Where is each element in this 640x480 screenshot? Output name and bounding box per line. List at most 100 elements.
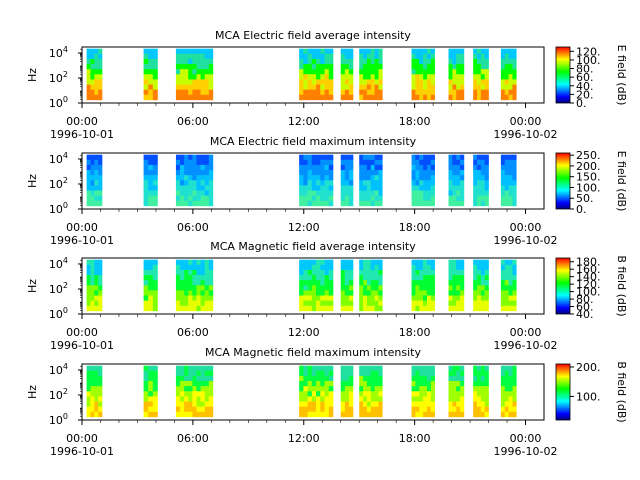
x-tick-date-label: 1996-10-01 [50, 339, 114, 352]
y-axis-label: Hz [26, 385, 39, 399]
plot-frame [81, 257, 545, 315]
y-axis-label: Hz [26, 174, 39, 188]
data-segment [500, 259, 517, 312]
y-tick-label: 102 [49, 176, 68, 191]
x-tick-date-label: 1996-10-02 [494, 234, 558, 247]
colorbar-tick-label: 0. [576, 203, 587, 216]
colorbar: 100. 200. B field (dB) [555, 361, 628, 423]
data-segment [359, 48, 383, 101]
colorbar-scale [555, 363, 571, 421]
data-segment [448, 259, 465, 312]
data-segment [473, 365, 489, 418]
x-tick-label: 00:00 [66, 115, 98, 128]
colorbar-tick-label: 40. [576, 308, 594, 321]
colorbar-tick-label: 20. [576, 88, 594, 101]
x-tick-label: 00:00 [66, 221, 98, 234]
x-tick-date-label: 1996-10-01 [50, 445, 114, 458]
data-segment [448, 154, 465, 207]
data-segment [299, 259, 334, 312]
data-segment [86, 365, 103, 418]
colorbar-label: E field (dB) [615, 151, 628, 212]
data-segment [143, 48, 158, 101]
x-tick-label: 00:00 [66, 326, 98, 339]
plot-frame [81, 363, 545, 421]
data-segment [411, 365, 435, 418]
panel-title: MCA Electric field average intensity [215, 29, 411, 42]
y-tick-label: 104 [49, 45, 68, 60]
data-segment [340, 259, 354, 312]
x-tick-label: 00:00 [510, 326, 542, 339]
data-segment [175, 48, 214, 101]
data-segment [448, 365, 465, 418]
data-segment [340, 48, 354, 101]
y-tick-label: 100 [49, 95, 68, 110]
data-segment [359, 154, 383, 207]
spectrogram-panel: MCA Electric field average intensity 100 1… [26, 29, 628, 141]
colorbar-tick-label: 100. [576, 54, 601, 67]
x-tick-label: 00:00 [66, 432, 98, 445]
spectrogram-panel: MCA Magnetic field average intensity 100 1… [26, 240, 628, 352]
panel-title: MCA Magnetic field maximum intensity [205, 346, 421, 359]
colorbar-tick-label: 80. [576, 63, 594, 76]
colorbar-tick-label: 180. [576, 256, 601, 269]
y-tick-label: 100 [49, 201, 68, 216]
plot-frame [81, 152, 545, 210]
colorbar-tick-label: 200. [576, 160, 601, 173]
x-tick-label: 18:00 [399, 326, 431, 339]
x-tick-date-label: 1996-10-02 [494, 128, 558, 141]
colorbar: 0.50.100.150.200.250. E field (dB) [555, 149, 628, 216]
x-tick-label: 06:00 [177, 326, 209, 339]
colorbar-tick-label: 250. [576, 149, 601, 162]
y-tick-label: 102 [49, 281, 68, 296]
x-tick-label: 00:00 [510, 221, 542, 234]
colorbar-tick-label: 100. [576, 181, 601, 194]
colorbar-tick-label: 160. [576, 263, 601, 276]
x-tick-label: 12:00 [288, 432, 320, 445]
y-tick-label: 102 [49, 387, 68, 402]
data-segment [143, 365, 158, 418]
data-segment [359, 365, 383, 418]
data-segment [411, 154, 435, 207]
y-tick-label: 104 [49, 256, 68, 271]
data-segment [175, 365, 214, 418]
data-segment [175, 154, 214, 207]
x-tick-label: 06:00 [177, 115, 209, 128]
data-segment [411, 48, 435, 101]
colorbar-label: E field (dB) [615, 45, 628, 106]
colorbar-tick-label: 100. [576, 390, 601, 403]
data-segment [500, 365, 517, 418]
spectrogram-panel: MCA Magnetic field maximum intensity 100 1… [26, 346, 628, 458]
colorbar-scale [555, 257, 571, 315]
x-tick-label: 18:00 [399, 115, 431, 128]
colorbar-tick-label: 140. [576, 271, 601, 284]
colorbar-tick-label: 120. [576, 278, 601, 291]
colorbar: 40.60.80.100.120.140.160.180. B field (dB… [555, 255, 628, 321]
panel-title: MCA Electric field maximum intensity [210, 135, 417, 148]
colorbar-tick-label: 40. [576, 80, 594, 93]
x-tick-label: 12:00 [288, 115, 320, 128]
colorbar-tick-label: 150. [576, 171, 601, 184]
data-segment [448, 48, 465, 101]
colorbar-scale [555, 152, 571, 210]
colorbar-tick-label: 60. [576, 301, 594, 314]
data-segment [340, 365, 354, 418]
x-tick-label: 18:00 [399, 221, 431, 234]
data-segment [86, 48, 103, 101]
colorbar-tick-label: 60. [576, 71, 594, 84]
colorbar: 0.20.40.60.80.100.120. E field (dB) [555, 45, 628, 110]
data-segment [299, 154, 334, 207]
data-segment [340, 154, 354, 207]
x-tick-label: 00:00 [510, 115, 542, 128]
x-tick-label: 12:00 [288, 221, 320, 234]
colorbar-label: B field (dB) [615, 255, 628, 316]
y-axis-label: Hz [26, 279, 39, 293]
colorbar-tick-label: 0. [576, 97, 587, 110]
y-tick-label: 104 [49, 151, 68, 166]
colorbar-tick-label: 100. [576, 286, 601, 299]
x-tick-label: 18:00 [399, 432, 431, 445]
data-segment [500, 48, 517, 101]
y-tick-label: 104 [49, 362, 68, 377]
y-tick-label: 102 [49, 70, 68, 85]
data-segment [143, 259, 158, 312]
